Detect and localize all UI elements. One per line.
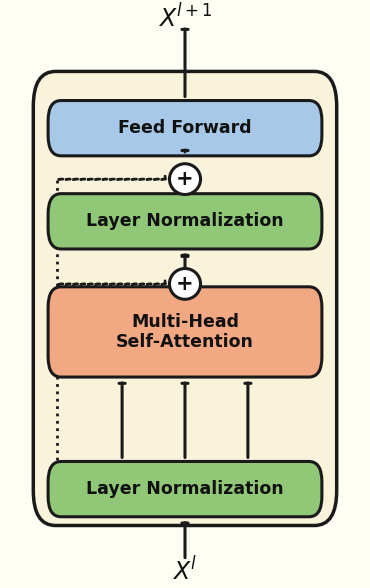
Text: +: + [176, 274, 194, 294]
Text: Layer Normalization: Layer Normalization [86, 480, 284, 498]
FancyBboxPatch shape [48, 462, 322, 517]
Ellipse shape [169, 163, 201, 195]
Text: +: + [176, 169, 194, 189]
Ellipse shape [169, 269, 201, 299]
FancyBboxPatch shape [48, 193, 322, 249]
Text: Layer Normalization: Layer Normalization [86, 212, 284, 230]
Text: Multi-Head
Self-Attention: Multi-Head Self-Attention [116, 313, 254, 352]
FancyBboxPatch shape [48, 101, 322, 156]
Text: $X^{l+1}$: $X^{l+1}$ [158, 4, 212, 32]
FancyBboxPatch shape [33, 71, 337, 526]
Text: $X^{l}$: $X^{l}$ [172, 557, 198, 585]
FancyBboxPatch shape [48, 287, 322, 377]
Text: Feed Forward: Feed Forward [118, 119, 252, 137]
